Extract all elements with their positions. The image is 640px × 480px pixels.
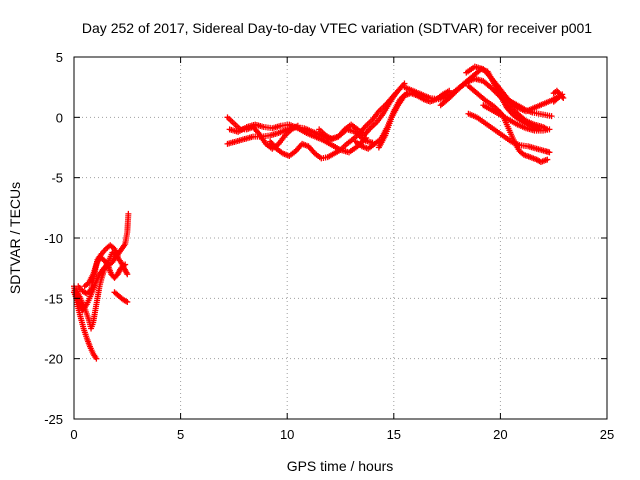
data-point — [392, 90, 399, 97]
x-tick-label: 20 — [493, 427, 507, 442]
data-point — [114, 253, 121, 260]
data-point — [546, 126, 553, 133]
x-tick-label: 5 — [177, 427, 184, 442]
data-markers — [71, 63, 567, 362]
data-point — [122, 261, 129, 268]
x-tick-label: 10 — [280, 427, 294, 442]
y-tick-label: -10 — [44, 231, 63, 246]
chart-title: Day 252 of 2017, Sidereal Day-to-day VTE… — [82, 20, 592, 36]
data-point — [559, 91, 566, 98]
data-point — [546, 149, 553, 156]
x-tick-label: 25 — [600, 427, 614, 442]
y-tick-label: -15 — [44, 291, 63, 306]
axis-ticks: 0 5 10 15 20 25 5 0 -5 -10 -15 -20 -25 — [44, 50, 614, 442]
data-point — [544, 156, 551, 163]
data-point — [548, 113, 555, 120]
y-tick-label: -5 — [51, 171, 63, 186]
data-trace — [81, 254, 129, 290]
y-tick-label: 5 — [56, 50, 63, 65]
data-trace — [503, 96, 555, 120]
data-point — [125, 210, 132, 217]
data-trace — [550, 91, 566, 105]
data-trace — [316, 90, 399, 143]
y-tick-label: 0 — [56, 110, 63, 125]
data-point — [93, 355, 100, 362]
data-trace — [480, 102, 553, 134]
x-tick-label: 15 — [387, 427, 401, 442]
data-trace — [73, 249, 131, 332]
y-axis-label: SDTVAR / TECUs — [7, 182, 23, 294]
y-tick-label: -20 — [44, 352, 63, 367]
data-trace — [111, 289, 131, 305]
x-axis-label: GPS time / hours — [287, 458, 394, 474]
x-tick-label: 0 — [70, 427, 77, 442]
data-point — [124, 271, 131, 278]
y-tick-label: -25 — [44, 412, 63, 427]
data-point — [124, 298, 131, 305]
